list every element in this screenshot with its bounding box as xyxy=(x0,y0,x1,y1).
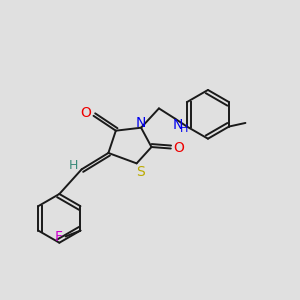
Text: O: O xyxy=(174,141,184,155)
Text: O: O xyxy=(81,106,92,120)
Text: H: H xyxy=(69,159,78,172)
Text: H: H xyxy=(180,124,188,134)
Text: F: F xyxy=(55,230,63,244)
Text: N: N xyxy=(136,116,146,130)
Text: N: N xyxy=(172,118,183,132)
Text: S: S xyxy=(136,165,145,179)
